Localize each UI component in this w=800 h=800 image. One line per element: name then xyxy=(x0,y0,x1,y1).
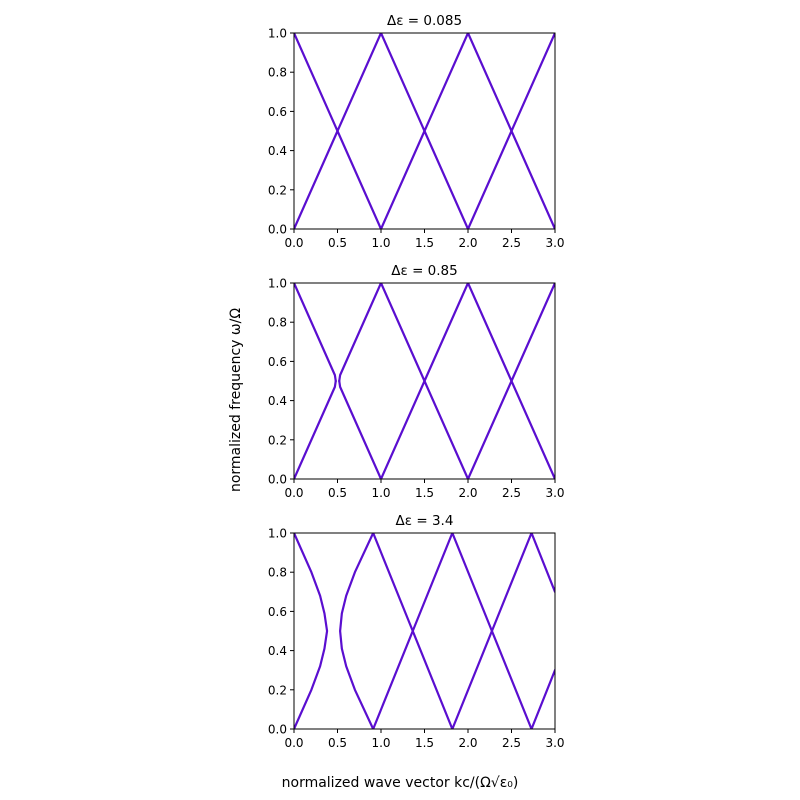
y-tick-label: 1.0 xyxy=(268,527,287,541)
x-tick-label: 0.0 xyxy=(284,736,303,750)
x-tick-label: 2.0 xyxy=(458,236,477,250)
x-tick-label: 0.5 xyxy=(328,486,347,500)
panel-title: Δε = 0.085 xyxy=(387,13,462,29)
series-line-3 xyxy=(338,283,555,479)
y-tick-label: 0.4 xyxy=(268,394,287,408)
x-tick-label: 1.5 xyxy=(415,736,434,750)
y-tick-label: 0.4 xyxy=(268,144,287,158)
x-tick-label: 1.0 xyxy=(371,736,390,750)
y-axis-label: normalized frequency ω/Ω xyxy=(228,308,244,492)
panels: Δε = 0.085 0.0 0.5 1.0 1.5 2.0 2.5 3.0 0.0 0.2 0.4… xyxy=(268,13,565,750)
x-tick-label: 3.0 xyxy=(545,236,564,250)
series-line-4 xyxy=(338,283,555,479)
y-tick-label: 0.2 xyxy=(268,183,287,197)
series-line-2 xyxy=(339,533,375,729)
x-tick-label: 1.0 xyxy=(371,486,390,500)
series-group xyxy=(294,33,555,229)
series-line-3 xyxy=(372,533,555,729)
y-tick-label: 0.2 xyxy=(268,433,287,447)
x-tick-label: 0.0 xyxy=(284,486,303,500)
x-tick-label: 2.5 xyxy=(502,236,521,250)
series-line-2 xyxy=(294,379,337,479)
series-line-1 xyxy=(294,283,337,383)
x-tick-label: 2.0 xyxy=(458,736,477,750)
x-tick-label: 2.0 xyxy=(458,486,477,500)
panel-title: Δε = 0.85 xyxy=(391,263,458,279)
x-tick-label: 0.0 xyxy=(284,236,303,250)
y-tick-label: 0.0 xyxy=(268,473,287,487)
panel-title: Δε = 3.4 xyxy=(396,513,454,529)
x-tick-label: 2.5 xyxy=(502,486,521,500)
y-tick-label: 0.6 xyxy=(268,605,287,619)
y-tick-label: 0.4 xyxy=(268,644,287,658)
x-tick-label: 2.5 xyxy=(502,736,521,750)
x-tick-label: 1.0 xyxy=(371,236,390,250)
x-tick-label: 3.0 xyxy=(545,736,564,750)
series-line-1 xyxy=(294,533,329,729)
y-tick-label: 0.0 xyxy=(268,723,287,737)
plot-frame xyxy=(293,532,556,730)
panel-3: Δε = 3.4 0.0 0.5 1.0 1.5 2.0 2.5 3.0 0.0 0.2 0.4 0.… xyxy=(268,513,565,750)
panel-1: Δε = 0.085 0.0 0.5 1.0 1.5 2.0 2.5 3.0 0.0 0.2 0.4… xyxy=(268,13,565,250)
y-tick-label: 0.8 xyxy=(268,316,287,330)
x-tick-label: 1.5 xyxy=(415,486,434,500)
y-tick-label: 0.0 xyxy=(268,223,287,237)
series-line-2 xyxy=(294,33,555,229)
panel-2: Δε = 0.85 0.0 0.5 1.0 1.5 2.0 2.5 3.0 0.0 0.2 0.4 0… xyxy=(268,263,565,500)
series-group xyxy=(294,283,555,479)
y-tick-label: 0.8 xyxy=(268,566,287,580)
series-group xyxy=(294,533,555,729)
y-tick-label: 0.8 xyxy=(268,66,287,80)
y-tick-label: 1.0 xyxy=(268,277,287,291)
series-line-4 xyxy=(372,533,555,729)
y-tick-label: 1.0 xyxy=(268,27,287,41)
x-tick-label: 1.5 xyxy=(415,236,434,250)
x-axis-label: normalized wave vector kc/(Ω√ε₀) xyxy=(282,775,519,791)
y-tick-label: 0.2 xyxy=(268,683,287,697)
x-tick-label: 3.0 xyxy=(545,486,564,500)
y-tick-label: 0.6 xyxy=(268,105,287,119)
x-tick-label: 0.5 xyxy=(328,236,347,250)
y-tick-label: 0.6 xyxy=(268,355,287,369)
x-tick-label: 0.5 xyxy=(328,736,347,750)
